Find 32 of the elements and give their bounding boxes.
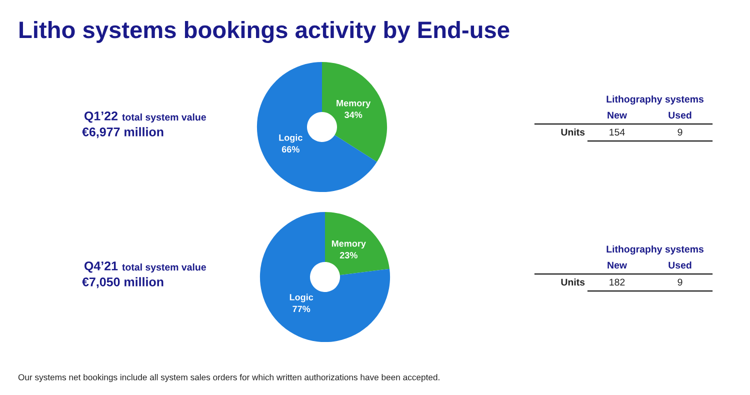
- data-label: 77%: [292, 306, 310, 312]
- text: €7,050 million: [82, 277, 164, 288]
- text: Units: [561, 278, 585, 286]
- text: Litho systems bookings activity by End-use: [20, 20, 510, 44]
- text: Lithography systems: [606, 95, 704, 105]
- text: Lithography systems: [606, 245, 704, 255]
- donut-slice: [256, 62, 377, 192]
- text: Q1’22: [84, 112, 118, 123]
- donut-slice: [325, 212, 390, 276]
- text: Our systems net bookings include all system sales orders for which written authorizations have been accepted.: [18, 374, 440, 382]
- data-label: 34%: [344, 112, 362, 118]
- text: total system value: [122, 263, 206, 273]
- text: €6,977 million: [82, 127, 164, 138]
- category-label: Used: [668, 111, 692, 119]
- data-label: 9: [678, 278, 682, 286]
- category-label: New: [608, 112, 628, 119]
- data-label: 9: [678, 128, 682, 136]
- donut-slice: [322, 62, 388, 162]
- data-label: 66%: [282, 146, 300, 153]
- data-label: 154: [610, 128, 625, 136]
- donut-slice: [260, 212, 390, 342]
- data-label: 182: [610, 278, 625, 286]
- text: Q4’21: [84, 262, 118, 273]
- text: Units: [561, 128, 585, 136]
- data-label: 23%: [340, 252, 358, 258]
- slice-label: Memory: [332, 240, 366, 249]
- slice-label: Logic: [279, 134, 302, 143]
- text: total system value: [122, 113, 206, 123]
- category-label: Used: [668, 261, 692, 269]
- slice-label: Logic: [290, 294, 314, 302]
- category-label: New: [608, 262, 628, 269]
- slice-label: Memory: [336, 100, 371, 108]
